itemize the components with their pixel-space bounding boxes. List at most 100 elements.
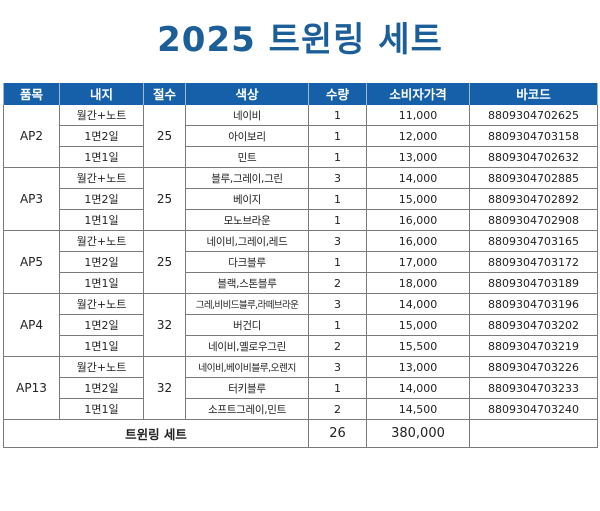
qty-cell: 2 — [308, 398, 367, 420]
qty-cell: 1 — [308, 146, 367, 168]
price-cell: 11,000 — [366, 104, 470, 126]
qty-cell: 2 — [308, 335, 367, 357]
barcode-cell: 8809304703172 — [469, 251, 598, 273]
table-header-row: 품목 내지 절수 색상 수량 소비자가격 바코드 — [3, 83, 598, 105]
color-cell: 베이지 — [185, 188, 309, 210]
total-price: 380,000 — [366, 419, 470, 448]
inner-cell: 1면1일 — [59, 335, 144, 357]
inner-cell: 1면1일 — [59, 272, 144, 294]
price-cell: 12,000 — [366, 125, 470, 147]
barcode-cell: 8809304702632 — [469, 146, 598, 168]
inner-cell: 월간+노트 — [59, 293, 144, 315]
table-row: 1면2일 터키블루 1 14,000 8809304703233 — [4, 377, 598, 399]
barcode-cell: 8809304702908 — [469, 209, 598, 231]
inner-cell: 1면1일 — [59, 398, 144, 420]
price-cell: 15,000 — [366, 188, 470, 210]
cut-cell: 25 — [143, 104, 186, 168]
table-row: 1면1일 네이비,옐로우그린 2 15,500 8809304703219 — [4, 335, 598, 357]
barcode-cell: 8809304703158 — [469, 125, 598, 147]
cut-cell: 25 — [143, 167, 186, 231]
barcode-cell: 8809304703202 — [469, 314, 598, 336]
price-cell: 13,000 — [366, 146, 470, 168]
color-cell: 네이비,베이비블루,오렌지 — [185, 356, 309, 378]
inner-cell: 1면1일 — [59, 146, 144, 168]
qty-cell: 1 — [308, 209, 367, 231]
item-cell: AP2 — [3, 104, 60, 168]
header-item: 품목 — [3, 83, 60, 105]
color-cell: 모노브라운 — [185, 209, 309, 231]
product-table: 품목 내지 절수 색상 수량 소비자가격 바코드 AP2 월간+노트 25 네이… — [3, 83, 598, 448]
inner-cell: 1면2일 — [59, 314, 144, 336]
inner-cell: 1면2일 — [59, 377, 144, 399]
color-cell: 네이비 — [185, 104, 309, 126]
price-cell: 16,000 — [366, 230, 470, 252]
inner-cell: 월간+노트 — [59, 167, 144, 189]
price-cell: 14,000 — [366, 167, 470, 189]
header-color: 색상 — [185, 83, 309, 105]
qty-cell: 1 — [308, 314, 367, 336]
table-row: AP4 월간+노트 32 그레,비비드블루,라떼브라운 3 14,000 880… — [3, 293, 598, 357]
qty-cell: 3 — [308, 356, 367, 378]
qty-cell: 2 — [308, 272, 367, 294]
barcode-cell: 8809304703196 — [469, 293, 598, 315]
header-cut: 절수 — [143, 83, 186, 105]
inner-cell: 월간+노트 — [59, 230, 144, 252]
header-price: 소비자가격 — [366, 83, 470, 105]
cut-cell: 25 — [143, 230, 186, 294]
price-cell: 15,500 — [366, 335, 470, 357]
price-cell: 18,000 — [366, 272, 470, 294]
table-row: AP5 월간+노트 25 네이비,그레이,레드 3 16,000 8809304… — [3, 230, 598, 294]
table-row: AP2 월간+노트 25 네이비 1 11,000 8809304702625 — [3, 104, 598, 168]
item-cell: AP5 — [3, 230, 60, 294]
table-row: 1면1일 블랙,스톤블루 2 18,000 8809304703189 — [4, 272, 598, 294]
inner-cell: 1면2일 — [59, 251, 144, 273]
table-row: 1면2일 베이지 1 15,000 8809304702892 — [4, 188, 598, 210]
cut-cell: 32 — [143, 293, 186, 357]
color-cell: 그레,비비드블루,라떼브라운 — [185, 293, 309, 315]
color-cell: 네이비,그레이,레드 — [185, 230, 309, 252]
color-cell: 블루,그레이,그린 — [185, 167, 309, 189]
qty-cell: 1 — [308, 125, 367, 147]
barcode-cell: 8809304703219 — [469, 335, 598, 357]
table-row: AP13 월간+노트 32 네이비,베이비블루,오렌지 3 13,000 880… — [3, 356, 598, 420]
inner-cell: 1면1일 — [59, 209, 144, 231]
cut-cell: 32 — [143, 356, 186, 420]
total-barcode-empty — [469, 419, 598, 448]
color-cell: 다크블루 — [185, 251, 309, 273]
color-cell: 네이비,옐로우그린 — [185, 335, 309, 357]
qty-cell: 3 — [308, 167, 367, 189]
inner-cell: 월간+노트 — [59, 104, 144, 126]
header-barcode: 바코드 — [469, 83, 598, 105]
barcode-cell: 8809304702892 — [469, 188, 598, 210]
table-row: AP3 월간+노트 25 블루,그레이,그린 3 14,000 88093047… — [3, 167, 598, 231]
barcode-cell: 8809304703226 — [469, 356, 598, 378]
qty-cell: 1 — [308, 104, 367, 126]
color-cell: 민트 — [185, 146, 309, 168]
table-row: 1면1일 소프트그레이,민트 2 14,500 8809304703240 — [4, 398, 598, 420]
color-cell: 아이보리 — [185, 125, 309, 147]
qty-cell: 1 — [308, 377, 367, 399]
item-cell: AP3 — [3, 167, 60, 231]
price-cell: 13,000 — [366, 356, 470, 378]
total-qty: 26 — [308, 419, 367, 448]
color-cell: 블랙,스톤블루 — [185, 272, 309, 294]
inner-cell: 1면2일 — [59, 125, 144, 147]
color-cell: 소프트그레이,민트 — [185, 398, 309, 420]
item-cell: AP13 — [3, 356, 60, 420]
price-cell: 14,000 — [366, 377, 470, 399]
total-label: 트윈링 세트 — [3, 419, 309, 448]
price-cell: 14,500 — [366, 398, 470, 420]
qty-cell: 1 — [308, 251, 367, 273]
qty-cell: 3 — [308, 230, 367, 252]
inner-cell: 월간+노트 — [59, 356, 144, 378]
color-cell: 버건디 — [185, 314, 309, 336]
barcode-cell: 8809304702885 — [469, 167, 598, 189]
color-cell: 터키블루 — [185, 377, 309, 399]
inner-cell: 1면2일 — [59, 188, 144, 210]
price-cell: 17,000 — [366, 251, 470, 273]
price-cell: 16,000 — [366, 209, 470, 231]
table-row: 1면1일 모노브라운 1 16,000 8809304702908 — [4, 209, 598, 231]
table-row: 1면2일 버건디 1 15,000 8809304703202 — [4, 314, 598, 336]
header-inner: 내지 — [59, 83, 144, 105]
table-row: 1면1일 민트 1 13,000 8809304702632 — [4, 146, 598, 168]
